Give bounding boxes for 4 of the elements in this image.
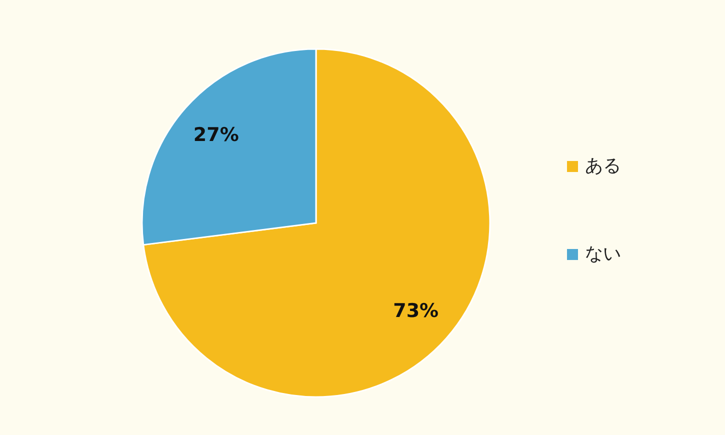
data-label: 73% [393, 300, 439, 322]
legend-label: ない [585, 244, 621, 264]
data-label: 27% [193, 124, 239, 146]
legend-label: ある [585, 156, 621, 176]
